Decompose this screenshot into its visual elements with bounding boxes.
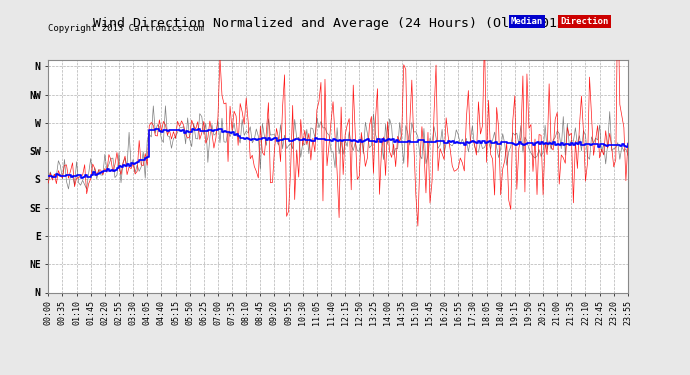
Text: Copyright 2013 Cartronics.com: Copyright 2013 Cartronics.com	[48, 24, 204, 33]
Text: Direction: Direction	[560, 17, 609, 26]
Text: Wind Direction Normalized and Average (24 Hours) (Old) 20130716: Wind Direction Normalized and Average (2…	[93, 17, 597, 30]
Text: Median: Median	[511, 17, 543, 26]
